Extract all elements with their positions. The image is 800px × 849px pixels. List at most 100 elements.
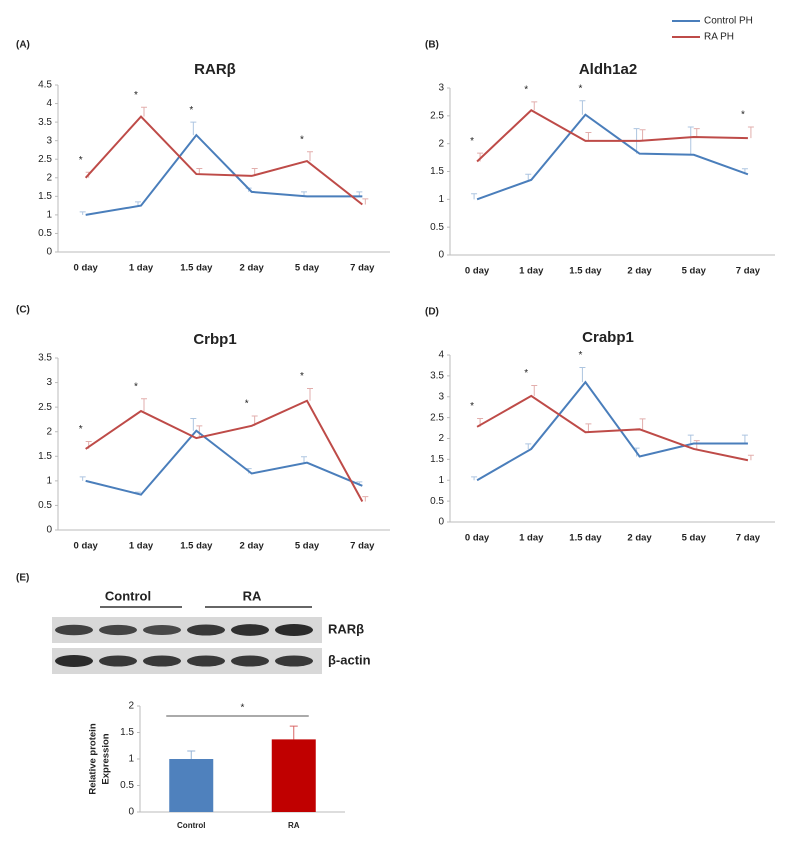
chart-title: Crbp1 xyxy=(193,331,236,348)
series-line xyxy=(476,380,748,482)
x-tick-label: 1 day xyxy=(129,541,154,552)
panel-label: (E) xyxy=(16,573,29,584)
chart-title: Aldh1a2 xyxy=(579,61,637,78)
error-bar xyxy=(747,454,754,461)
error-bar xyxy=(141,398,147,412)
y-tick-label: 0 xyxy=(438,250,444,261)
blot-band xyxy=(143,655,181,667)
x-tick-label: Control xyxy=(177,821,205,830)
y-tick-label: 3 xyxy=(46,135,52,146)
error-bar xyxy=(639,418,646,430)
error-bar xyxy=(531,101,538,111)
panel-label: (D) xyxy=(425,307,439,318)
blot-band xyxy=(55,655,93,667)
error-bar xyxy=(79,211,86,215)
blot-row-label: β-actin xyxy=(328,652,371,667)
y-tick-label: 0.5 xyxy=(430,222,444,233)
y-tick-label: 0 xyxy=(438,517,444,528)
x-tick-label: 1.5 day xyxy=(180,541,213,552)
legend-label: Control PH xyxy=(704,16,753,27)
y-tick-label: 0.5 xyxy=(430,496,444,507)
significance-mark: * xyxy=(470,136,474,147)
x-tick-label: 0 day xyxy=(74,263,99,274)
error-bar xyxy=(693,440,700,449)
y-tick-label: 0.5 xyxy=(38,228,52,239)
blot-band xyxy=(231,655,269,667)
error-bar xyxy=(585,423,592,433)
panel-label: (A) xyxy=(16,40,30,51)
y-tick-label: 0 xyxy=(46,525,52,536)
y-tick-label: 3.5 xyxy=(38,353,52,364)
x-tick-label: 1.5 day xyxy=(569,266,602,277)
significance-mark: * xyxy=(524,85,528,96)
error-bar xyxy=(190,417,197,431)
error-bar xyxy=(362,198,369,205)
chart-title: Crabp1 xyxy=(582,329,634,346)
y-tick-label: 2.5 xyxy=(430,110,444,121)
significance-mark: * xyxy=(79,424,83,435)
y-tick-label: 1 xyxy=(46,475,52,486)
x-tick-label: 5 day xyxy=(682,266,707,277)
significance-mark: * xyxy=(300,371,304,382)
series-line xyxy=(476,394,749,462)
y-tick-label: 0 xyxy=(46,247,52,258)
error-bar xyxy=(135,201,141,206)
y-tick-label: 1.5 xyxy=(430,454,444,465)
significance-mark: * xyxy=(300,134,304,145)
y-tick-label: 1.5 xyxy=(120,727,134,738)
blot-band xyxy=(231,624,269,636)
series-line xyxy=(476,113,749,201)
error-bar xyxy=(79,476,86,481)
x-tick-label: 5 day xyxy=(682,533,707,544)
y-tick-label: 4 xyxy=(438,350,444,361)
x-tick-label: 2 day xyxy=(240,263,265,274)
y-tick-label: 2 xyxy=(46,172,52,183)
error-bar xyxy=(187,750,196,759)
blot-band xyxy=(187,655,225,667)
bar xyxy=(271,739,316,812)
y-tick-label: 3.5 xyxy=(430,371,444,382)
y-axis-label: Relative protein xyxy=(88,723,99,794)
significance-mark: * xyxy=(578,83,582,94)
error-bar xyxy=(471,476,478,481)
y-tick-label: 4 xyxy=(46,98,52,109)
x-tick-label: 1.5 day xyxy=(180,263,213,274)
y-tick-label: 2 xyxy=(438,138,444,149)
series-line xyxy=(85,133,363,216)
y-tick-label: 2.5 xyxy=(430,412,444,423)
significance-mark: * xyxy=(245,399,249,410)
significance-mark: * xyxy=(578,350,582,361)
error-bar xyxy=(301,456,307,463)
y-tick-label: 0.5 xyxy=(38,500,52,511)
panel-label: (C) xyxy=(16,305,30,316)
blot-group-label: Control xyxy=(105,588,151,603)
significance-mark: * xyxy=(189,105,193,116)
error-bar xyxy=(585,132,592,141)
blot-band xyxy=(187,624,225,636)
y-tick-label: 3.5 xyxy=(38,117,52,128)
error-bar xyxy=(579,100,586,115)
error-bar xyxy=(141,106,147,117)
x-tick-label: 7 day xyxy=(350,541,375,552)
y-tick-label: 0 xyxy=(128,807,134,818)
significance-mark: * xyxy=(79,155,83,166)
x-tick-label: RA xyxy=(288,821,300,830)
significance-mark: * xyxy=(134,90,138,101)
error-bar xyxy=(687,434,694,444)
x-tick-label: 0 day xyxy=(465,533,490,544)
x-tick-label: 0 day xyxy=(74,541,99,552)
panel-label: (B) xyxy=(425,40,439,51)
x-tick-label: 1.5 day xyxy=(569,533,602,544)
y-tick-label: 2.5 xyxy=(38,154,52,165)
x-tick-label: 0 day xyxy=(465,266,490,277)
error-bar xyxy=(471,193,478,200)
error-bar xyxy=(196,168,203,175)
y-axis-label: Expression xyxy=(101,733,112,784)
error-bar xyxy=(531,384,538,396)
error-bar xyxy=(579,367,586,383)
error-bar xyxy=(289,725,298,740)
error-bar xyxy=(307,151,313,162)
blot-band xyxy=(143,625,181,635)
significance-mark: * xyxy=(470,401,474,412)
x-tick-label: 2 day xyxy=(627,266,652,277)
